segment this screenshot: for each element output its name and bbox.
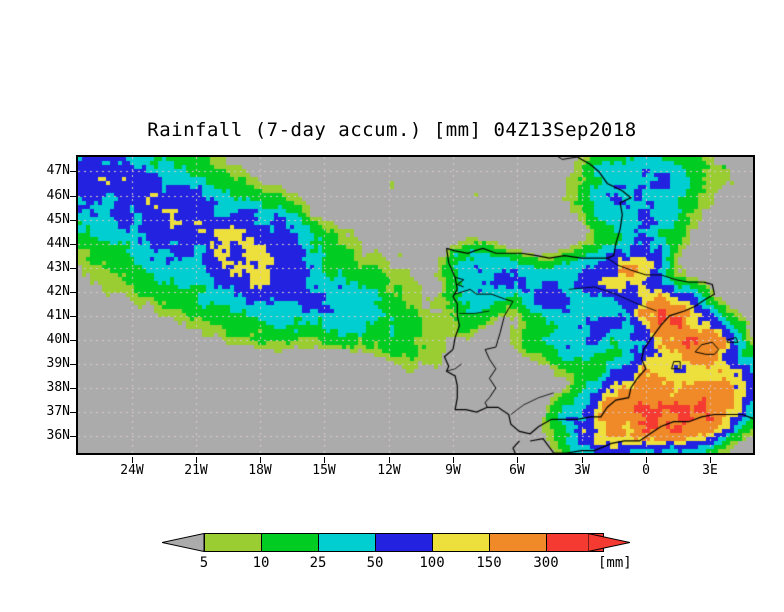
- lat-tick: [70, 292, 76, 293]
- colorbar-tick-label: 5: [199, 555, 209, 571]
- colorbar-tick-label: 150: [476, 555, 502, 571]
- map-plot-area: [76, 155, 755, 455]
- lat-tick: [70, 340, 76, 341]
- lat-tick-label: 37N: [46, 404, 70, 419]
- lat-tick-label: 40N: [46, 332, 70, 347]
- colorbar-unit-label: [mm]: [598, 555, 632, 571]
- colorbar-tick-label: 100: [419, 555, 445, 571]
- lat-tick-label: 41N: [46, 308, 70, 323]
- lat-tick-label: 45N: [46, 212, 70, 227]
- lon-tick: [260, 457, 261, 463]
- lat-tick: [70, 364, 76, 365]
- lat-tick: [70, 436, 76, 437]
- colorbar-segment: [375, 533, 433, 552]
- colorbar-segment: [261, 533, 319, 552]
- colorbar-bands: [204, 533, 604, 552]
- colorbar-tick-label: 50: [366, 555, 384, 571]
- lon-tick: [132, 457, 133, 463]
- lon-tick-label: 15W: [312, 463, 336, 478]
- lat-tick: [70, 316, 76, 317]
- colorbar-tick-label: 10: [252, 555, 270, 571]
- lon-tick: [324, 457, 325, 463]
- lat-tick: [70, 220, 76, 221]
- lon-tick-label: 0: [642, 463, 650, 478]
- lat-tick-label: 44N: [46, 236, 70, 251]
- lon-tick-label: 3W: [574, 463, 590, 478]
- colorbar-segment: [489, 533, 547, 552]
- lon-tick-label: 3E: [702, 463, 718, 478]
- lat-tick-label: 46N: [46, 188, 70, 203]
- lon-tick-label: 24W: [120, 463, 144, 478]
- colorbar-segment: [432, 533, 490, 552]
- lat-tick-label: 42N: [46, 284, 70, 299]
- lat-tick-label: 43N: [46, 260, 70, 275]
- colorbar-segment: [204, 533, 262, 552]
- lat-tick-label: 39N: [46, 356, 70, 371]
- colorbar-over-arrow: [588, 533, 630, 552]
- lat-tick: [70, 171, 76, 172]
- lon-tick: [710, 457, 711, 463]
- page-title: Rainfall (7-day accum.) [mm] 04Z13Sep201…: [147, 119, 637, 141]
- lat-tick: [70, 268, 76, 269]
- colorbar-under-arrow: [162, 533, 204, 552]
- lon-tick: [517, 457, 518, 463]
- lon-tick: [196, 457, 197, 463]
- lon-tick: [646, 457, 647, 463]
- lat-tick: [70, 244, 76, 245]
- lat-tick-label: 47N: [46, 163, 70, 178]
- lat-tick-label: 36N: [46, 428, 70, 443]
- lon-tick-label: 12W: [377, 463, 401, 478]
- lat-tick-label: 38N: [46, 380, 70, 395]
- lon-tick-label: 9W: [445, 463, 461, 478]
- lon-tick: [582, 457, 583, 463]
- colorbar-tick-label: 300: [533, 555, 559, 571]
- lon-tick-label: 21W: [184, 463, 208, 478]
- lat-tick: [70, 388, 76, 389]
- lon-tick-label: 18W: [248, 463, 272, 478]
- rainfall-heatmap-canvas: [78, 157, 753, 453]
- lon-tick: [453, 457, 454, 463]
- lon-tick-label: 6W: [509, 463, 525, 478]
- lon-tick: [389, 457, 390, 463]
- colorbar-tick-label: 25: [309, 555, 327, 571]
- colorbar-segment: [318, 533, 376, 552]
- colorbar-legend: 5 10 25 50 100 150 300 [mm]: [0, 528, 784, 588]
- lat-tick: [70, 196, 76, 197]
- lat-tick: [70, 412, 76, 413]
